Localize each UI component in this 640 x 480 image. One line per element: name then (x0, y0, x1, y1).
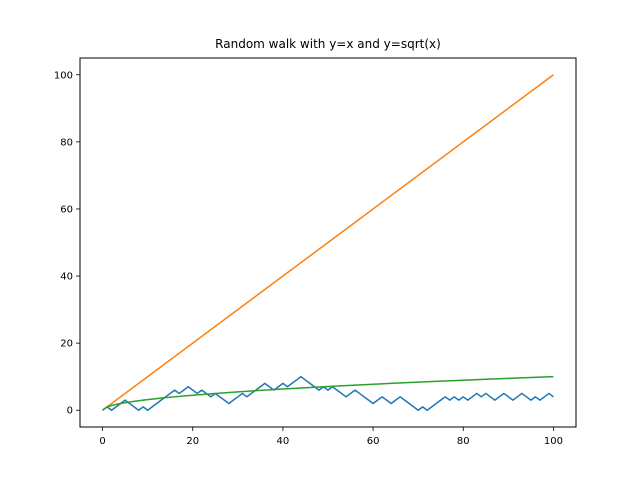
x-tick-label: 60 (367, 436, 380, 447)
x-tick-label: 0 (99, 436, 105, 447)
x-tick-label: 100 (544, 436, 563, 447)
x-tick-label: 20 (186, 436, 199, 447)
series-line-3 (102, 375, 554, 411)
y-tick-label: 80 (60, 137, 73, 148)
x-tick-label: 80 (457, 436, 470, 447)
ticks-layer: 0 20 40 60 80 100 0 20 40 60 80 100 (54, 70, 563, 447)
chart-title: Random walk with y=x and y=sqrt(x) (215, 37, 441, 51)
series-line-2 (102, 74, 554, 411)
y-tick-label: 0 (67, 406, 73, 417)
series-layer (102, 74, 554, 411)
y-tick-label: 40 (60, 272, 73, 283)
plot-frame (79, 57, 577, 428)
y-tick-label: 20 (60, 339, 73, 350)
y-tick-label: 100 (54, 70, 73, 81)
x-tick-label: 40 (277, 436, 290, 447)
y-tick-label: 60 (60, 204, 73, 215)
series-line-1 (102, 375, 554, 411)
